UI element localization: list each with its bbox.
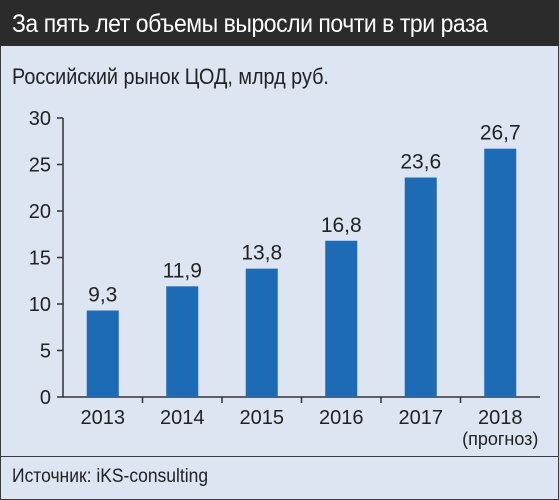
header-bar: За пять лет объемы выросли почти в три р…	[0, 0, 559, 46]
y-tick-label: 20	[29, 201, 51, 223]
bar-2015	[245, 268, 278, 397]
data-label-2015: 13,8	[241, 242, 282, 265]
bar-2016	[325, 240, 358, 397]
x-tick-label-2016: 2016	[319, 407, 364, 429]
x-tick-label-2015: 2015	[240, 407, 285, 429]
x-tick-label-2017: 2017	[399, 407, 444, 429]
footer-divider	[0, 456, 559, 457]
x-tick-note-2018: (прогноз)	[462, 429, 538, 449]
data-label-2018: 26,7	[480, 122, 521, 145]
x-tick-label-2014: 2014	[160, 407, 205, 429]
data-label-2017: 23,6	[400, 151, 441, 174]
data-label-2014: 11,9	[163, 259, 202, 282]
bar-chart-svg: 0 5 10 15 20 25 30 9,3 2013 11,9 2014 13,8 2015 16,8 2…	[29, 108, 540, 449]
bar-2014	[166, 286, 199, 397]
y-tick-label: 0	[40, 387, 51, 409]
y-tick-label: 5	[40, 341, 51, 363]
bar-2018	[484, 148, 517, 397]
x-tick-label-2018: 2018	[478, 407, 523, 429]
y-tick-label: 30	[29, 108, 51, 130]
bar-2013	[86, 310, 119, 397]
chart-headline: За пять лет объемы выросли почти в три р…	[12, 10, 488, 38]
bar-chart: 0 5 10 15 20 25 30 9,3 2013 11,9 2014 13,8 2015 16,8 2…	[0, 100, 559, 460]
y-tick-label: 25	[29, 155, 51, 177]
y-tick-label: 10	[29, 294, 51, 316]
data-label-2013: 9,3	[88, 284, 117, 307]
data-label-2016: 16,8	[321, 214, 362, 237]
chart-title: Российский рынок ЦОД, млрд руб.	[12, 64, 329, 89]
bar-2017	[404, 177, 437, 397]
source-note: Источник: iKS-consulting	[12, 466, 209, 487]
y-tick-label: 15	[29, 248, 51, 270]
x-tick-label-2013: 2013	[81, 407, 126, 429]
